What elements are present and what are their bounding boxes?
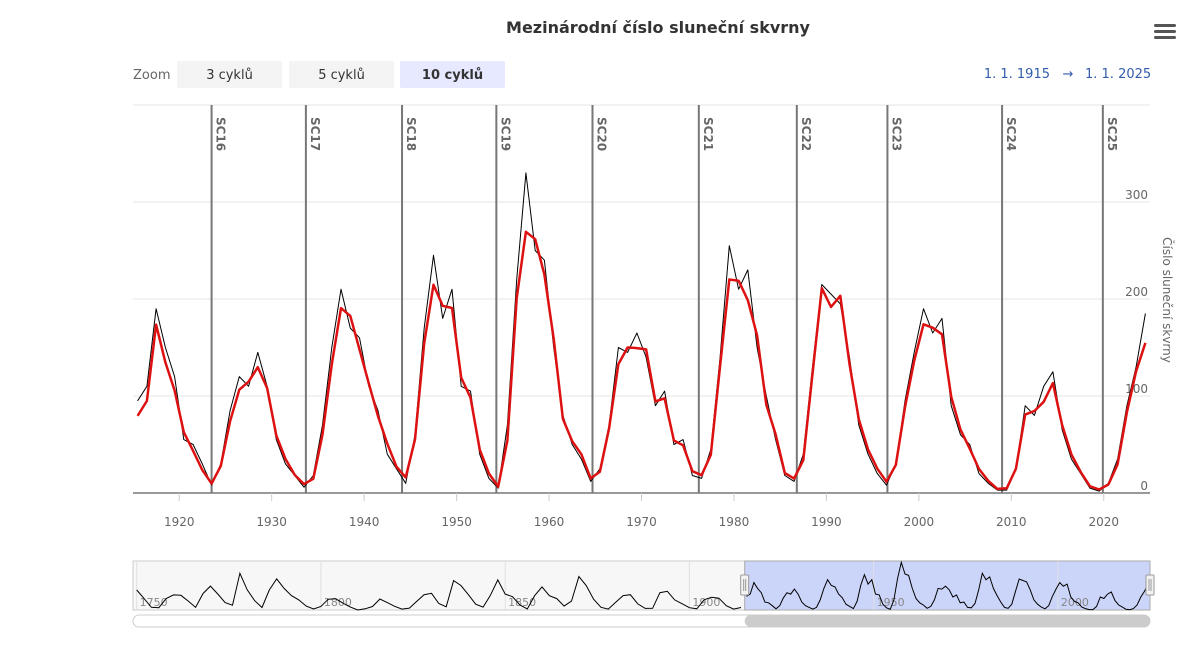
- zoom-button-label[interactable]: 5 cyklů: [318, 68, 365, 83]
- navigator-tick-label: 2000: [1061, 596, 1089, 609]
- chart-title: Mezinárodní číslo sluneční skvrny: [506, 18, 811, 37]
- x-tick-label: 1940: [349, 515, 380, 529]
- navigator-line: [746, 560, 1149, 611]
- navigator-handle[interactable]: [1145, 574, 1155, 596]
- navigator-tick-label: 1850: [508, 596, 536, 609]
- cycle-label: SC21: [701, 117, 715, 151]
- navigator-handle[interactable]: [740, 574, 750, 596]
- navigator-tick-label: 1800: [324, 596, 352, 609]
- series-line: [137, 172, 1146, 492]
- cycle-label: SC23: [889, 117, 903, 151]
- x-tick-label: 1990: [811, 515, 842, 529]
- y-tick-label: 200: [1125, 285, 1148, 299]
- x-tick-label: 1970: [626, 515, 657, 529]
- menu-bar[interactable]: [1154, 36, 1176, 39]
- cycle-label: SC19: [498, 117, 512, 151]
- cycle-label: SC20: [594, 117, 608, 151]
- cycle-label: SC24: [1004, 117, 1018, 151]
- menu-bar[interactable]: [1154, 30, 1176, 33]
- x-tick-label: 2010: [996, 515, 1027, 529]
- range-arrow: →: [1063, 67, 1074, 82]
- navigator-tick-label: 1950: [877, 596, 905, 609]
- y-axis-title: Číslo sluneční skvrny: [1160, 237, 1175, 363]
- cycle-label: SC18: [404, 117, 418, 151]
- range-to[interactable]: 1. 1. 2025: [1085, 67, 1151, 82]
- x-tick-label: 1960: [534, 515, 565, 529]
- y-tick-label: 0: [1140, 479, 1148, 493]
- range-from[interactable]: 1. 1. 1915: [984, 67, 1050, 82]
- x-tick-label: 1920: [164, 515, 195, 529]
- zoom-button-label[interactable]: 10 cyklů: [422, 68, 483, 83]
- x-tick-label: 1950: [441, 515, 472, 529]
- series-line: [136, 230, 1147, 491]
- x-tick-label: 2020: [1088, 515, 1119, 529]
- zoom-button[interactable]: [400, 61, 505, 88]
- zoom-button[interactable]: [289, 61, 394, 88]
- navigator-line: [136, 571, 742, 611]
- scrollbar-thumb[interactable]: [744, 615, 1150, 627]
- cycle-label: SC17: [308, 117, 322, 151]
- navigator-selection[interactable]: [744, 560, 1151, 611]
- menu-icon[interactable]: [1154, 24, 1176, 39]
- zoom-button-label[interactable]: 3 cyklů: [206, 68, 253, 83]
- navigator-bg: [132, 560, 1151, 611]
- x-tick-label: 1930: [256, 515, 287, 529]
- x-tick-label: 1980: [719, 515, 750, 529]
- y-tick-label: 300: [1125, 188, 1148, 202]
- y-tick-label: 100: [1125, 382, 1148, 396]
- cycle-label: SC25: [1105, 117, 1119, 151]
- x-tick-label: 2000: [904, 515, 935, 529]
- cycle-label: SC22: [799, 117, 813, 151]
- cycle-label: SC16: [214, 117, 228, 151]
- menu-bar[interactable]: [1154, 24, 1176, 27]
- zoom-button[interactable]: [177, 61, 282, 88]
- zoom-label: Zoom: [133, 68, 170, 83]
